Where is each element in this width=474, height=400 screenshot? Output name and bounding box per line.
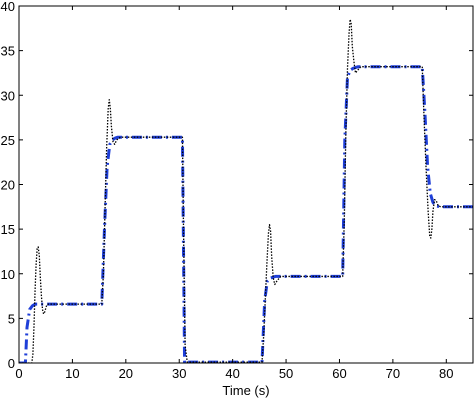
- y-tick-label: 15: [1, 222, 15, 237]
- series-line-dash-dot: [19, 65, 473, 363]
- x-tick-label: 70: [386, 366, 400, 381]
- y-tick-label: 10: [1, 267, 15, 282]
- y-tick-label: 40: [1, 0, 15, 14]
- y-tick-label: 25: [1, 133, 15, 148]
- y-tick-label: 20: [1, 178, 15, 193]
- x-tick-label: 60: [332, 366, 346, 381]
- y-tick-label: 35: [1, 44, 15, 59]
- x-tick-label: 30: [172, 366, 186, 381]
- y-tick-label: 5: [8, 311, 15, 326]
- x-tick-label: 20: [119, 366, 133, 381]
- x-tick-label: 80: [439, 366, 453, 381]
- x-tick-label: 40: [225, 366, 239, 381]
- y-tick-label: 0: [8, 356, 15, 371]
- x-tick-label: 50: [279, 366, 293, 381]
- y-tick-label: 30: [1, 88, 15, 103]
- x-axis-label: Time (s): [222, 383, 269, 398]
- x-tick-label: 10: [65, 366, 79, 381]
- plot-frame: [18, 5, 474, 364]
- series-line-dotted: [19, 18, 473, 363]
- x-tick-label: 0: [15, 366, 22, 381]
